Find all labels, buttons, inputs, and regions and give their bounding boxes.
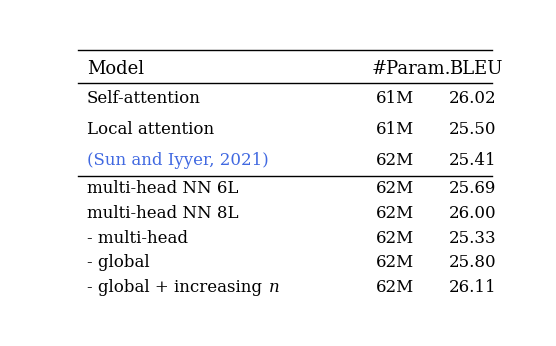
Text: n: n xyxy=(269,279,280,296)
Text: 62M: 62M xyxy=(376,205,414,222)
Text: 26.02: 26.02 xyxy=(449,90,496,107)
Text: 25.41: 25.41 xyxy=(449,152,496,169)
Text: Model: Model xyxy=(87,61,144,79)
Text: - global + increasing: - global + increasing xyxy=(87,279,267,296)
Text: 61M: 61M xyxy=(376,90,414,107)
Text: 62M: 62M xyxy=(376,180,414,197)
Text: multi-head NN 6L: multi-head NN 6L xyxy=(87,180,238,197)
Text: 25.50: 25.50 xyxy=(449,121,496,138)
Text: #Param.: #Param. xyxy=(371,61,450,79)
Text: 25.80: 25.80 xyxy=(449,254,496,271)
Text: 26.00: 26.00 xyxy=(449,205,496,222)
Text: - multi-head: - multi-head xyxy=(87,229,188,246)
Text: - global: - global xyxy=(87,254,150,271)
Text: 26.11: 26.11 xyxy=(449,279,496,296)
Text: (Sun and Iyyer, 2021): (Sun and Iyyer, 2021) xyxy=(87,152,269,169)
Text: Self-attention: Self-attention xyxy=(87,90,201,107)
Text: multi-head NN 8L: multi-head NN 8L xyxy=(87,205,238,222)
Text: 62M: 62M xyxy=(376,254,414,271)
Text: Local attention: Local attention xyxy=(87,121,214,138)
Text: 62M: 62M xyxy=(376,279,414,296)
Text: 25.33: 25.33 xyxy=(449,229,496,246)
Text: 25.69: 25.69 xyxy=(449,180,496,197)
Text: 62M: 62M xyxy=(376,152,414,169)
Text: 62M: 62M xyxy=(376,229,414,246)
Text: 61M: 61M xyxy=(376,121,414,138)
Text: BLEU: BLEU xyxy=(449,61,502,79)
